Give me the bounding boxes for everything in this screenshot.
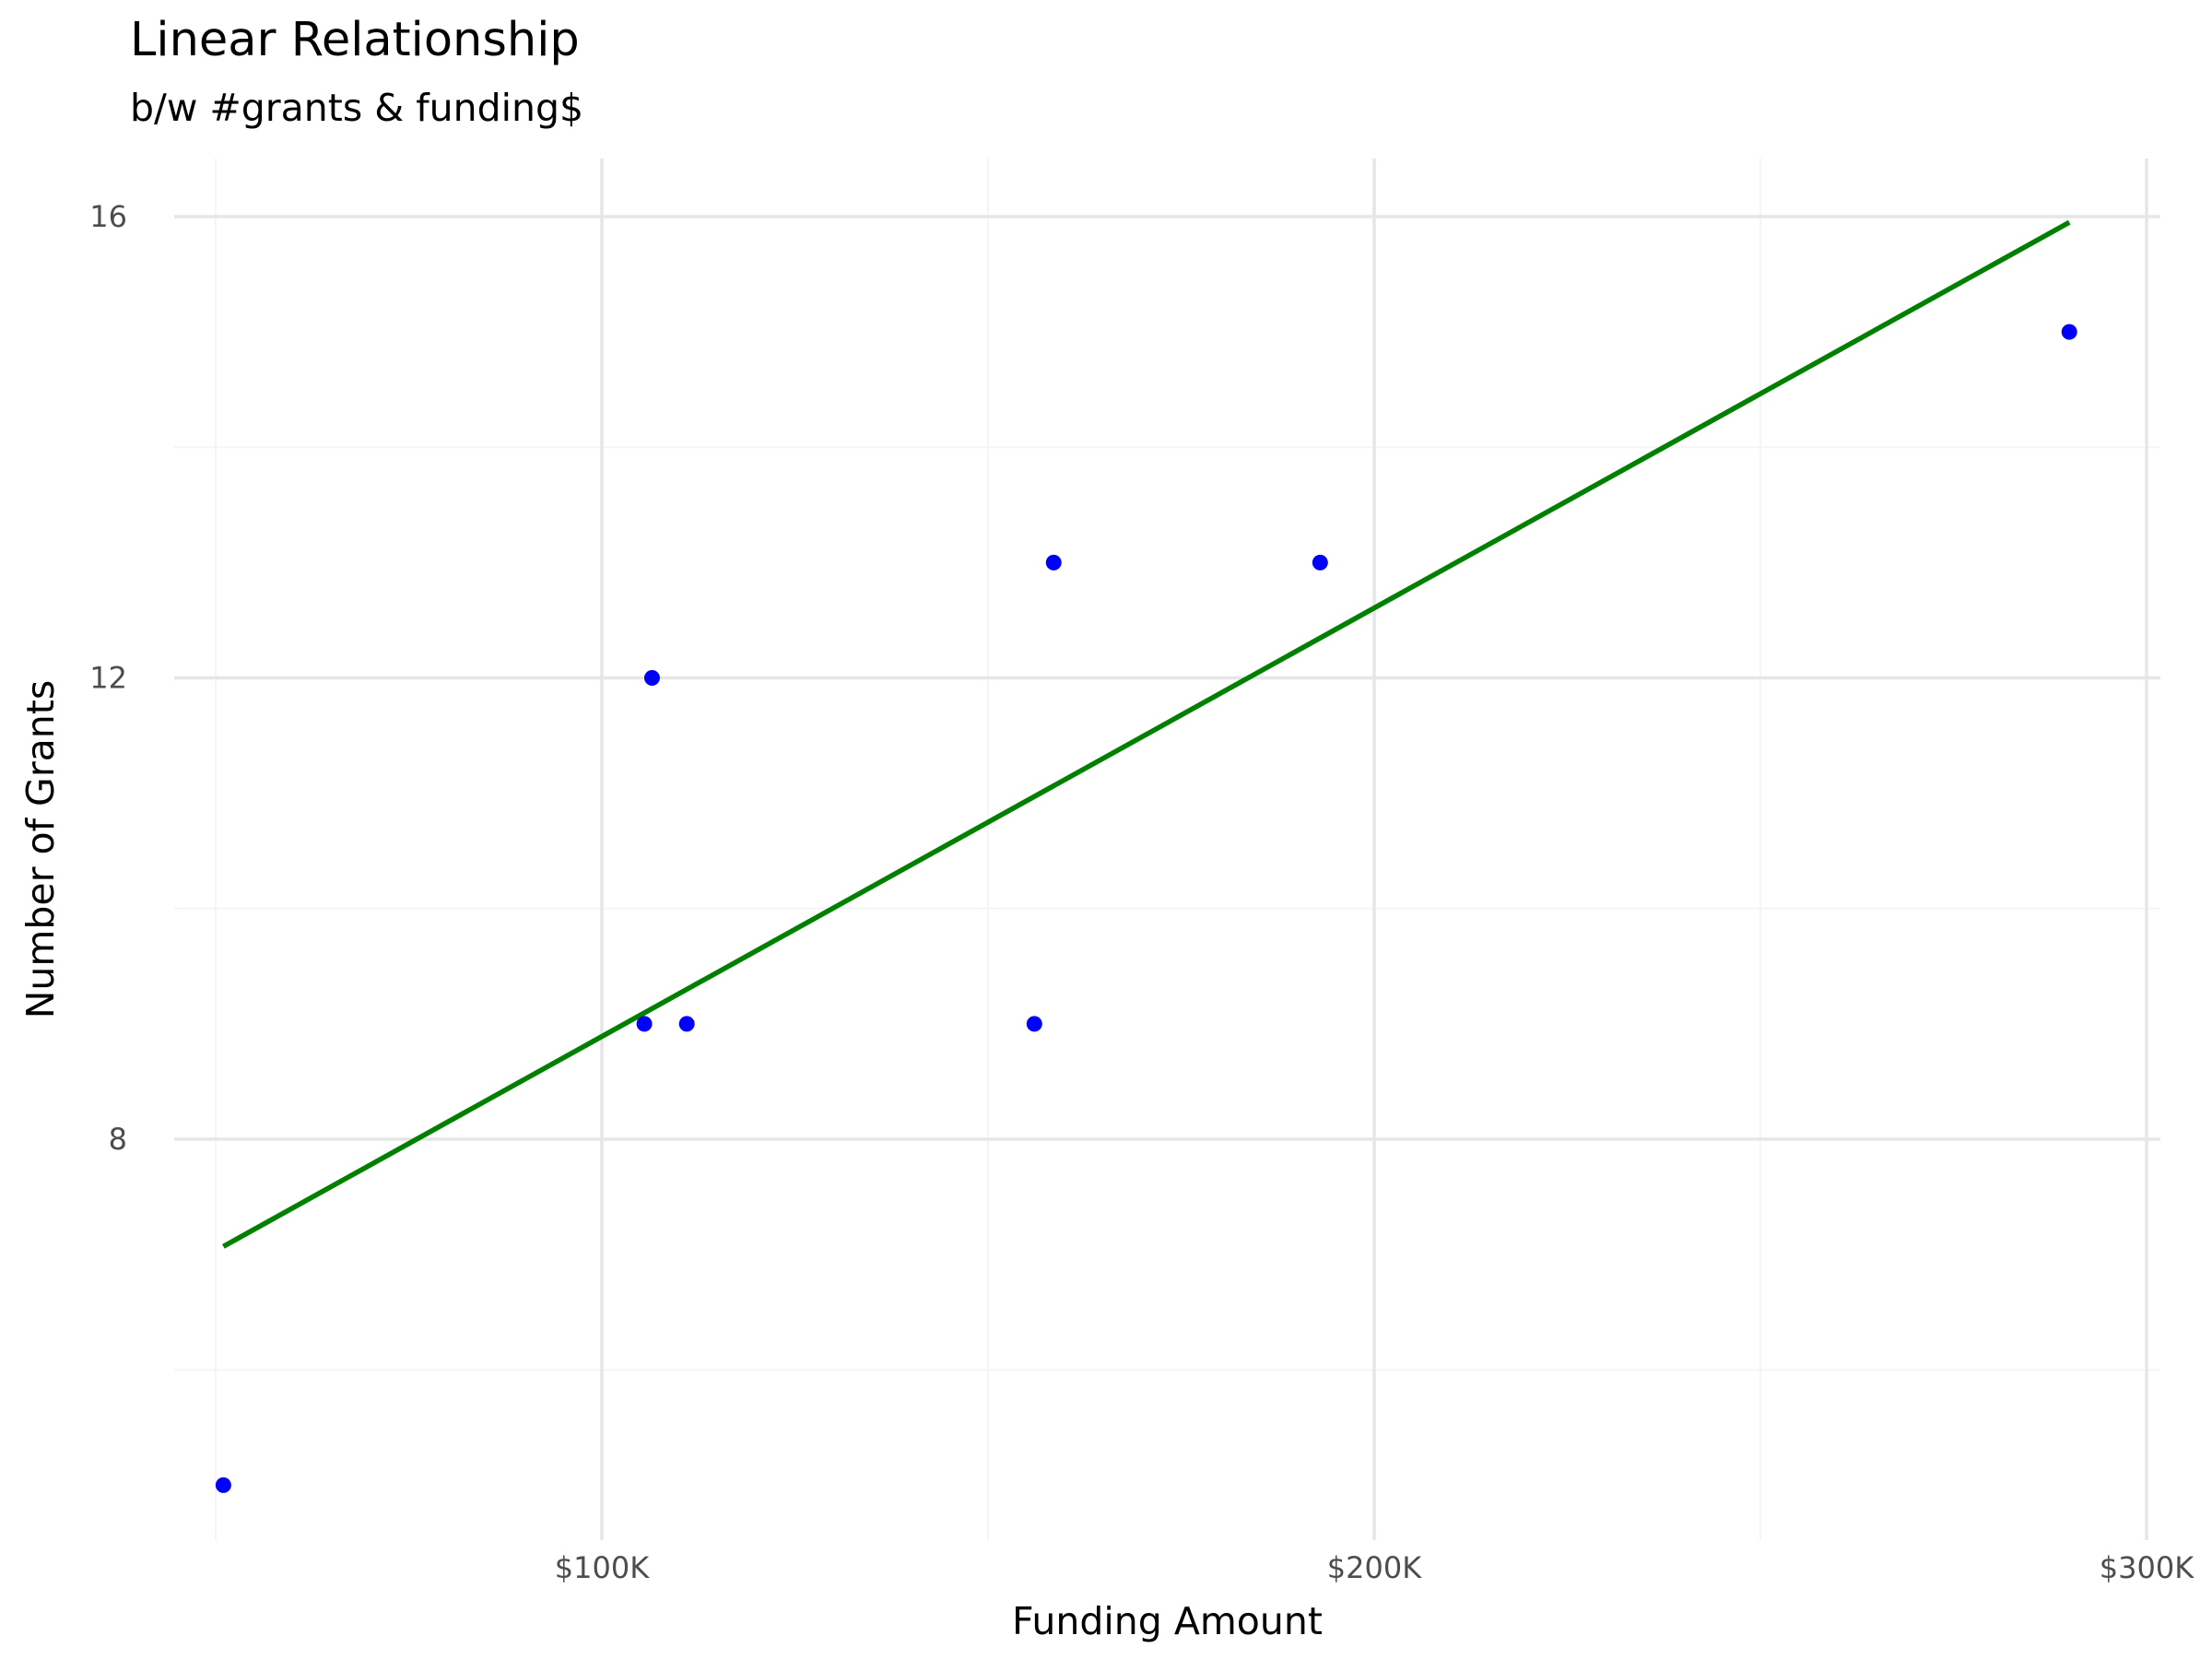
data-point [1312,554,1328,571]
data-points [215,324,2077,1493]
data-point [1045,554,1062,571]
tick-labels: $100K $200K $300K 8 12 16 [89,199,2194,1585]
data-point [643,670,660,686]
x-tick-label: $200K [1327,1550,1422,1585]
y-axis-label: Number of Grants [18,680,63,1018]
data-point [215,1477,231,1493]
y-tick-label: 12 [89,661,127,696]
data-point [678,1016,695,1032]
grid-lines [174,159,2160,1540]
y-tick-label: 8 [109,1122,127,1157]
chart-subtitle: b/w #grants & funding$ [130,86,584,130]
data-point [1026,1016,1042,1032]
y-tick-label: 16 [89,199,127,234]
trend-line [222,219,2071,1249]
x-tick-label: $100K [555,1550,650,1585]
x-tick-label: $300K [2100,1550,2194,1585]
data-point [636,1016,653,1032]
x-axis-label: Funding Amount [1012,1599,1323,1643]
data-point [2061,324,2077,340]
chart-title: Linear Relationship [130,13,580,67]
